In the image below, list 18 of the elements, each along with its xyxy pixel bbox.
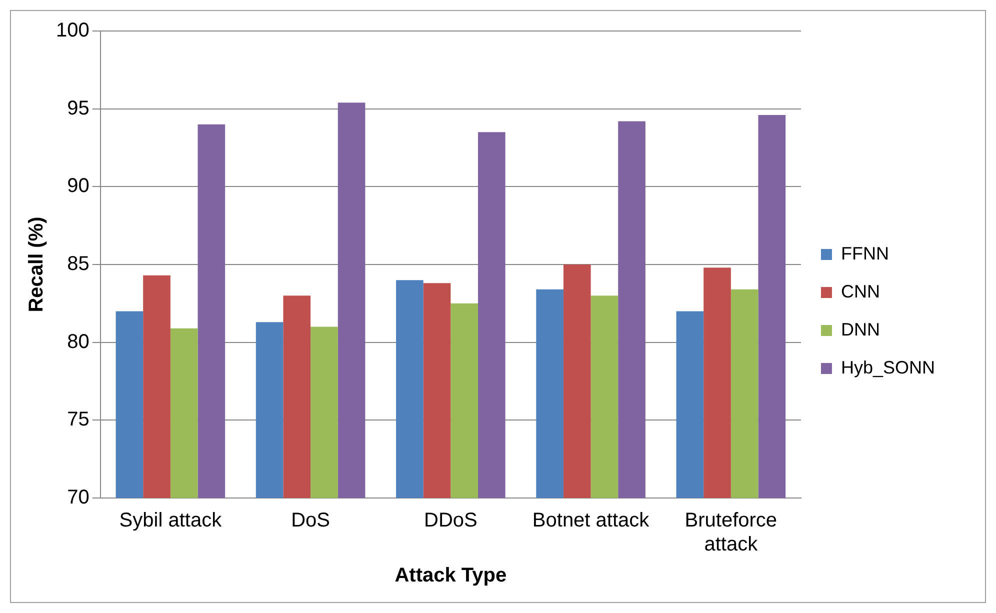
- legend-label: FFNN: [840, 243, 889, 264]
- y-tick-label: 95: [67, 97, 90, 120]
- legend-label: DNN: [840, 319, 880, 340]
- x-tick-label: Botnet attack: [532, 510, 650, 532]
- x-tick-label: Bruteforce attack: [684, 510, 778, 556]
- y-tick-label: 85: [67, 253, 90, 276]
- y-tick-label: 70: [67, 486, 90, 509]
- x-tick-label: Sybil attack: [119, 510, 223, 532]
- y-tick-label: 80: [67, 330, 90, 353]
- legend-label: Hyb_SONN: [840, 357, 936, 378]
- y-axis-title: Recall (%): [26, 216, 48, 312]
- y-tick-label: 75: [67, 408, 90, 431]
- y-tick-label: 100: [56, 20, 90, 42]
- y-tick-label: 90: [67, 175, 90, 198]
- x-tick-label: DoS: [291, 510, 330, 532]
- x-tick-label: DDoS: [424, 510, 478, 532]
- legend-label: CNN: [840, 281, 880, 302]
- x-axis-title: Attack Type: [394, 564, 507, 587]
